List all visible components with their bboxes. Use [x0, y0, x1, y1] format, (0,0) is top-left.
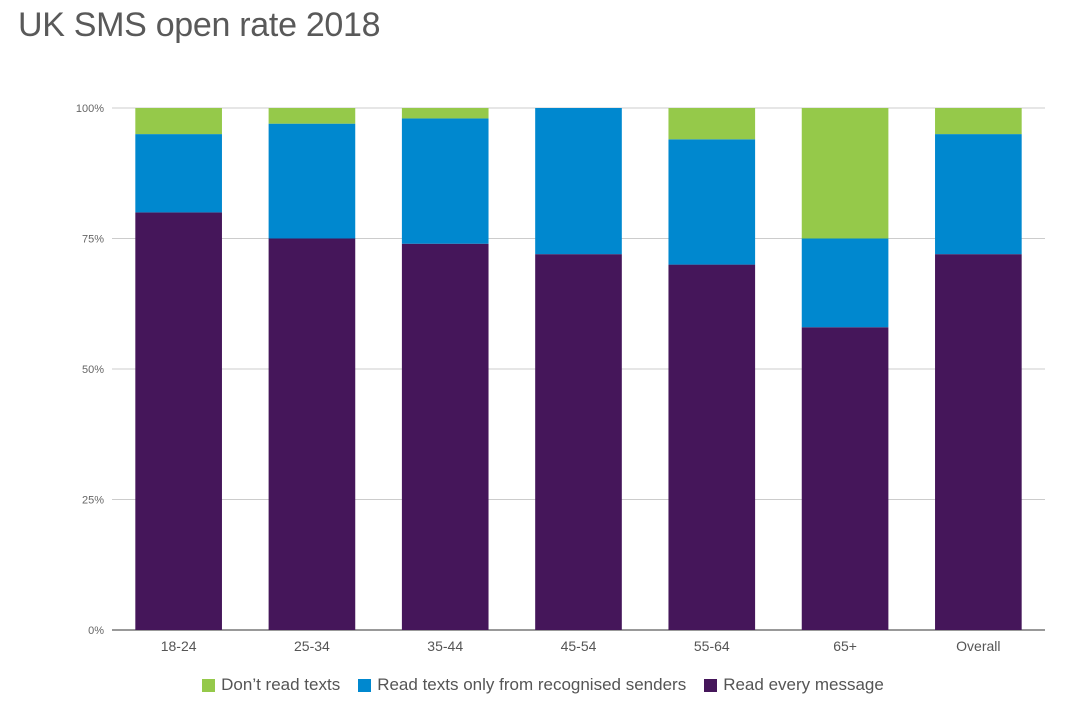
bar-segment-25-34-s0	[268, 238, 356, 630]
bar-segment-55-64-s1	[668, 139, 756, 265]
legend-label: Read every message	[723, 675, 884, 694]
legend-item: Don’t read texts	[202, 675, 340, 695]
bar-segment-18-24-s1	[135, 134, 222, 213]
bar-segment-18-24-s2	[135, 108, 222, 135]
bar-segment-Overall-s0	[935, 254, 1022, 630]
x-tick-label: 25-34	[294, 638, 330, 654]
bar-segment-Overall-s1	[935, 134, 1022, 255]
x-tick-label: Overall	[956, 638, 1000, 654]
legend-item: Read every message	[704, 675, 884, 695]
legend-item: Read texts only from recognised senders	[358, 675, 686, 695]
legend-label: Read texts only from recognised senders	[377, 675, 687, 694]
bar-segment-65+-s2	[801, 108, 889, 239]
x-tick-label: 65+	[833, 638, 857, 654]
legend: Don’t read texts Read texts only from rec…	[0, 675, 1086, 695]
bar-segment-65+-s1	[801, 238, 889, 328]
y-axis-ticks: 0% 25% 50% 75% 100%	[76, 103, 104, 637]
bar-segment-25-34-s2	[268, 108, 356, 124]
bar-segment-55-64-s2	[668, 108, 756, 140]
x-axis-ticks: 18-24 25-34 35-44 45-54 55-64 65+ Overall	[161, 638, 1001, 654]
bars	[135, 108, 1022, 630]
bar-segment-45-54-s1	[535, 108, 622, 255]
bar-segment-35-44-s2	[401, 108, 489, 119]
bar-segment-65+-s0	[801, 327, 889, 630]
bar-segment-18-24-s0	[135, 212, 222, 630]
bar-segment-25-34-s1	[268, 123, 356, 239]
bar-segment-Overall-s2	[935, 108, 1022, 135]
x-tick-label: 55-64	[694, 638, 730, 654]
chart-title: UK SMS open rate 2018	[18, 6, 381, 44]
y-tick-label: 50%	[82, 364, 104, 376]
y-tick-label: 100%	[76, 103, 104, 115]
bar-segment-35-44-s1	[401, 118, 489, 244]
bar-segment-35-44-s0	[401, 243, 489, 630]
y-tick-label: 0%	[88, 625, 104, 637]
x-tick-label: 18-24	[161, 638, 197, 654]
y-tick-label: 75%	[82, 234, 104, 246]
bar-segment-55-64-s0	[668, 264, 756, 630]
legend-swatch	[202, 678, 216, 692]
x-tick-label: 45-54	[561, 638, 597, 654]
legend-swatch	[358, 678, 372, 692]
legend-swatch	[704, 678, 718, 692]
bar-segment-45-54-s0	[535, 254, 622, 630]
x-tick-label: 35-44	[427, 638, 463, 654]
y-tick-label: 25%	[82, 495, 104, 507]
legend-label: Don’t read texts	[221, 675, 341, 694]
